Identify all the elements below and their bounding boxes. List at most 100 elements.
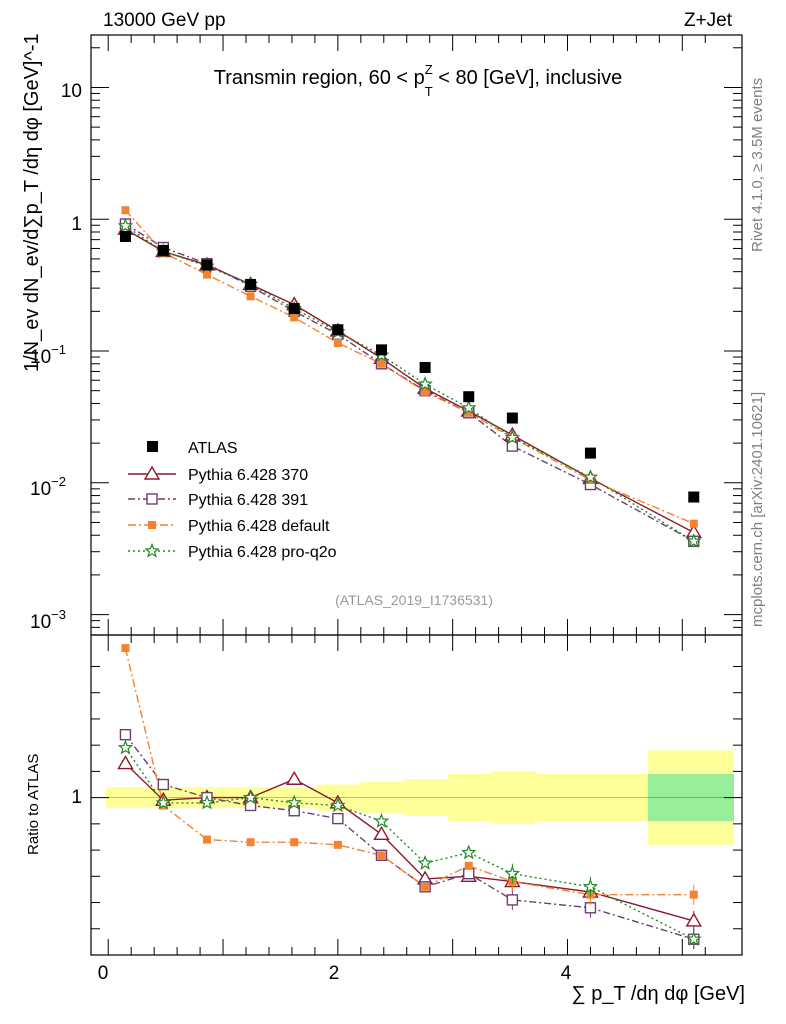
- ratio-point-pythia-6-428-default: [246, 838, 255, 847]
- main-point-pythia-6-428-default: [377, 359, 386, 368]
- ratio-point-pythia-6-428-391: [157, 778, 170, 791]
- ratio-point-pythia-6-428-370: [685, 912, 702, 927]
- main-point-pythia-6-428-default: [689, 519, 698, 528]
- main-point-pythia-6-428-pro-q2o: [461, 399, 477, 415]
- x-axis-label: ∑ p_T /dη dφ [GeV]: [571, 983, 745, 1005]
- x-axis-ticks: [107, 35, 706, 955]
- ratio-point-pythia-6-428-pro-q2o: [330, 797, 346, 813]
- legend-label-proq2o: Pythia 6.428 pro-q2o: [188, 544, 337, 561]
- ratio-ytick-label-1: 1: [71, 787, 82, 808]
- main-point-atlas: [463, 391, 475, 403]
- main-point-atlas: [688, 491, 700, 503]
- analysis-tag: (ATLAS_2019_I1736531): [335, 592, 493, 608]
- legend-label-370: Pythia 6.428 370: [188, 467, 308, 484]
- ratio-point-pythia-6-428-391: [463, 867, 475, 880]
- main-point-pythia-6-428-default: [202, 270, 211, 279]
- legend: ATLAS Pythia 6.428 370 Pythia 6.428 391 …: [128, 440, 337, 561]
- legend-marker-proq2o: [144, 542, 160, 558]
- ratio-point-pythia-6-428-default: [121, 644, 130, 653]
- main-point-atlas: [157, 244, 169, 256]
- main-y-ticks: [91, 47, 742, 636]
- ytick-label-1e-3: 10−3: [30, 607, 66, 633]
- main-point-pythia-6-428-pro-q2o: [582, 469, 599, 484]
- main-point-atlas: [375, 344, 387, 356]
- legend-marker-default: [148, 521, 156, 529]
- ratio-line-pythia-6-428-391: [124, 734, 695, 940]
- ratio-point-pythia-6-428-default: [421, 882, 430, 891]
- legend-marker-391: [146, 493, 158, 505]
- process-label: Z+Jet: [684, 10, 733, 31]
- ratio-uncertainty-band: [91, 750, 742, 845]
- main-line-pythia-6-428-391: [125, 223, 695, 542]
- plot-title-prefix: Transmin region, 60 < p: [214, 67, 425, 89]
- legend-label-default: Pythia 6.428 default: [188, 518, 330, 535]
- mcplots-side-label: mcplots.cern.ch [arXiv:2401.10621]: [749, 392, 766, 627]
- main-line-pythia-6-428-370: [125, 228, 695, 534]
- plot-title-sub: T: [425, 84, 433, 99]
- ratio-point-pythia-6-428-pro-q2o: [286, 794, 302, 810]
- rivet-side-label: Rivet 4.1.0, ≥ 3.5M events: [749, 78, 766, 252]
- ratio-point-pythia-6-428-default: [202, 835, 211, 844]
- main-y-axis-label: 1/N_ev dN_ev/d∑p_T /dη dφ [GeV]^-1: [21, 33, 43, 372]
- main-point-pythia-6-428-default: [121, 206, 130, 215]
- ytick-label-1e-1: 10−1: [30, 342, 66, 368]
- ratio-line-pythia-6-428-pro-q2o: [124, 747, 695, 940]
- main-point-pythia-6-428-default: [246, 292, 255, 301]
- main-point-pythia-6-428-default: [421, 387, 430, 396]
- main-point-atlas: [419, 361, 431, 373]
- ratio-point-pythia-6-428-391: [332, 812, 344, 825]
- ratio-point-pythia-6-428-pro-q2o: [461, 844, 477, 860]
- xtick-label-2: 2: [329, 963, 340, 984]
- ratio-point-pythia-6-428-pro-q2o: [242, 789, 259, 805]
- main-point-atlas: [332, 324, 344, 336]
- ratio-series-group: [117, 644, 702, 950]
- ratio-point-pythia-6-428-370: [373, 825, 390, 841]
- ratio-y-ticks: [91, 665, 742, 930]
- main-y-tick-labels: 10 1 10−1 10−2 10−3: [30, 81, 82, 633]
- ratio-point-pythia-6-428-391: [506, 894, 519, 906]
- ratio-point-pythia-6-428-pro-q2o: [582, 878, 599, 894]
- ratio-point-pythia-6-428-pro-q2o: [155, 794, 172, 810]
- main-point-pythia-6-428-pro-q2o: [417, 376, 433, 391]
- ratio-point-pythia-6-428-pro-q2o: [504, 865, 521, 881]
- ratio-panel-frame: [90, 634, 743, 956]
- main-point-atlas: [506, 412, 518, 424]
- energy-label: 13000 GeV pp: [103, 10, 226, 31]
- xtick-label-0: 0: [98, 963, 109, 984]
- main-point-atlas: [584, 447, 596, 459]
- ytick-label-1e-2: 10−2: [30, 474, 66, 500]
- legend-label-391: Pythia 6.428 391: [188, 492, 308, 509]
- ratio-line-pythia-6-428-default: [124, 647, 694, 896]
- ratio-point-pythia-6-428-default: [464, 861, 473, 870]
- ratio-point-pythia-6-428-pro-q2o: [686, 931, 702, 946]
- ratio-point-pythia-6-428-default: [333, 840, 342, 849]
- main-point-atlas: [119, 230, 131, 242]
- ratio-y-axis-label: Ratio to ATLAS: [25, 754, 42, 855]
- ratio-line-pythia-6-428-370: [124, 762, 694, 922]
- ratio-point-pythia-6-428-pro-q2o: [117, 739, 134, 755]
- ratio-point-pythia-6-428-370: [286, 770, 303, 785]
- main-point-pythia-6-428-default: [333, 339, 342, 348]
- ratio-point-pythia-6-428-391: [119, 728, 132, 741]
- main-point-pythia-6-428-pro-q2o: [686, 533, 702, 548]
- ratio-point-pythia-6-428-default: [290, 838, 299, 847]
- ratio-point-pythia-6-428-pro-q2o: [373, 813, 390, 828]
- ytick-label-10: 10: [61, 81, 82, 102]
- main-point-atlas: [201, 259, 213, 271]
- main-point-pythia-6-428-pro-q2o: [117, 217, 134, 233]
- main-point-pythia-6-428-default: [290, 313, 299, 322]
- main-line-pythia-6-428-default: [124, 209, 695, 525]
- plot-title-suffix: < 80 [GeV], inclusive: [433, 67, 623, 89]
- ratio-point-pythia-6-428-pro-q2o: [417, 855, 433, 870]
- plot-title-sup: Z: [425, 62, 433, 77]
- main-point-atlas: [288, 303, 300, 315]
- main-point-pythia-6-428-default: [464, 408, 473, 417]
- main-point-atlas: [245, 278, 257, 290]
- ratio-point-pythia-6-428-default: [377, 851, 386, 860]
- ratio-point-pythia-6-428-pro-q2o: [199, 794, 215, 810]
- legend-marker-370: [143, 465, 161, 480]
- main-point-pythia-6-428-pro-q2o: [504, 429, 521, 445]
- ratio-point-pythia-6-428-370: [117, 755, 134, 770]
- xtick-label-4: 4: [561, 963, 572, 984]
